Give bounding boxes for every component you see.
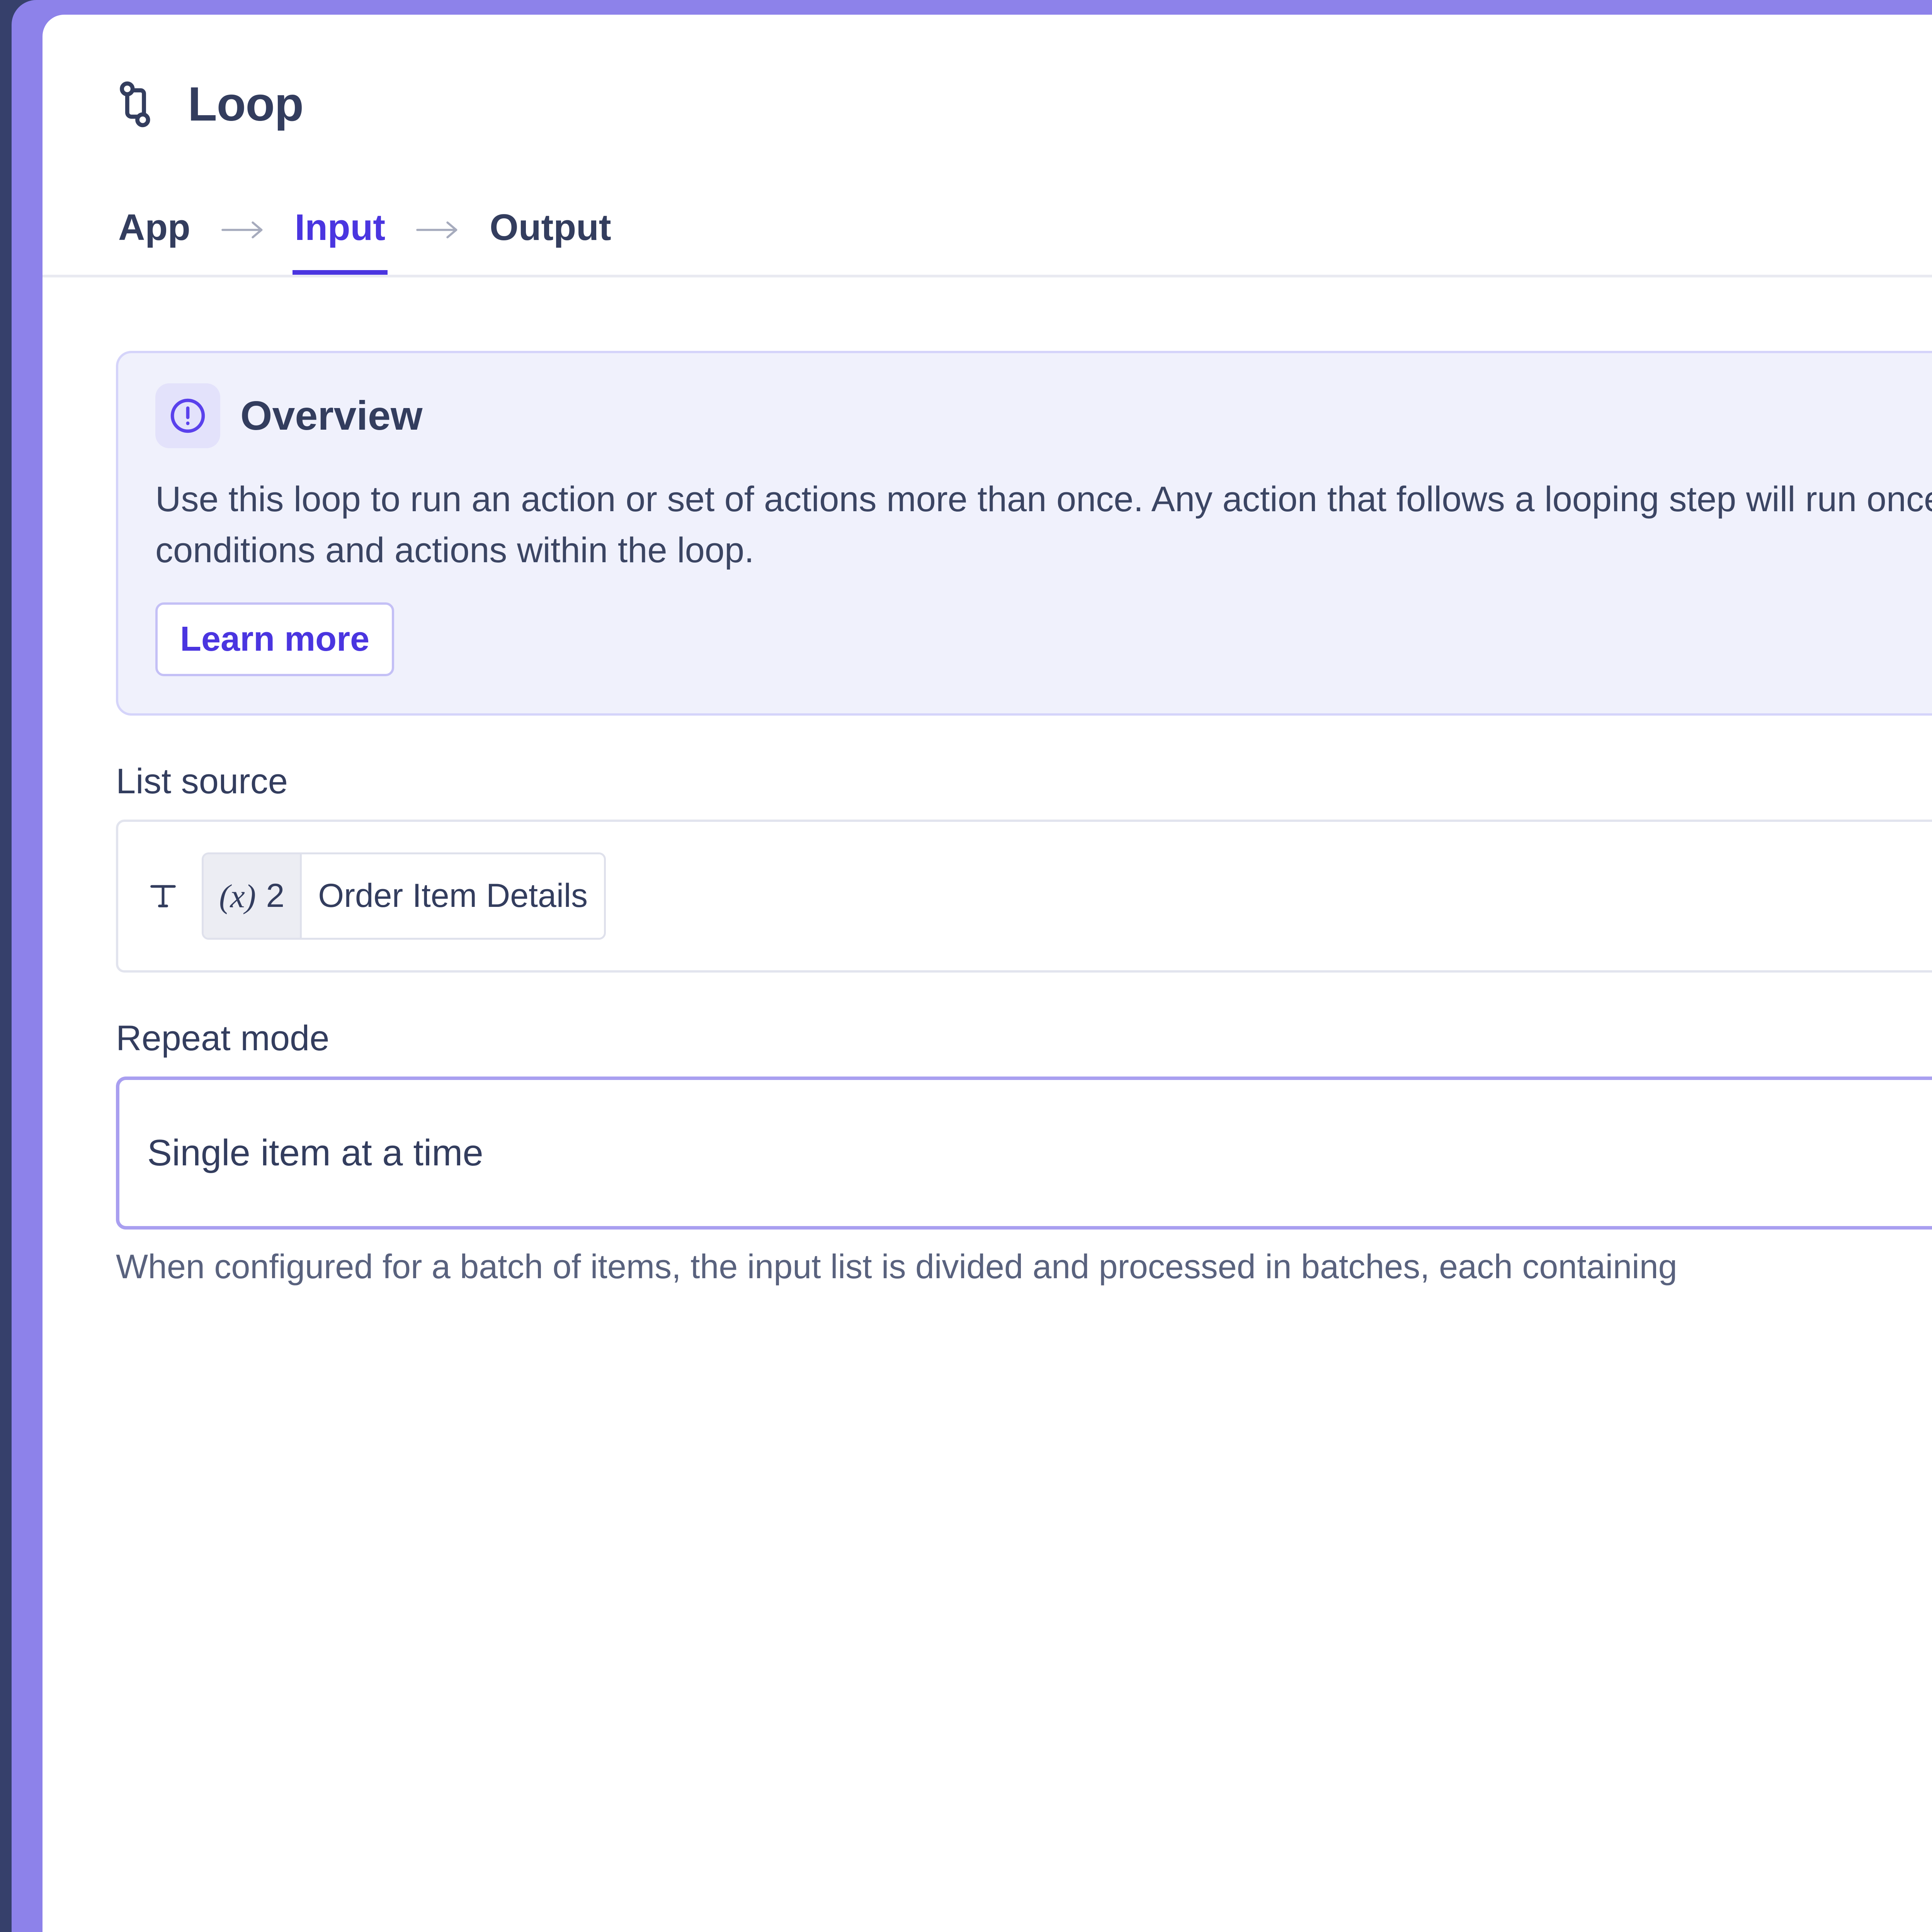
repeat-mode-select[interactable]: Single item at a time bbox=[116, 1076, 1932, 1230]
page-title: Loop bbox=[188, 78, 304, 131]
tab-app[interactable]: App bbox=[118, 206, 190, 248]
overview-title: Overview bbox=[240, 393, 423, 439]
repeat-mode-helper-text: When configured for a batch of items, th… bbox=[116, 1247, 1677, 1286]
text-type-icon bbox=[146, 879, 180, 913]
repeat-mode-label: Repeat mode bbox=[116, 1018, 330, 1058]
tab-output[interactable]: Output bbox=[490, 206, 611, 248]
alert-circle-icon bbox=[155, 383, 220, 448]
arrow-right-icon bbox=[193, 185, 293, 275]
repeat-mode-selected-value: Single item at a time bbox=[147, 1132, 483, 1173]
list-source-input[interactable]: (x) 2 Order Item Details bbox=[116, 819, 1932, 973]
learn-more-button[interactable]: Learn more bbox=[155, 602, 395, 676]
overview-body-text: Use this loop to run an action or set of… bbox=[155, 480, 1932, 570]
variable-token[interactable]: (x) 2 Order Item Details bbox=[202, 852, 606, 940]
variable-index: 2 bbox=[266, 877, 285, 915]
overview-header: Overview bbox=[155, 383, 1932, 448]
tab-input[interactable]: Input bbox=[292, 185, 388, 275]
list-source-label: List source bbox=[116, 761, 288, 801]
modal-body: Overview Use this loop to run an action … bbox=[43, 351, 1932, 1291]
overview-panel: Overview Use this loop to run an action … bbox=[116, 351, 1932, 716]
arrow-right-icon-2 bbox=[388, 185, 487, 275]
tab-bar: App Input Output bbox=[43, 185, 1932, 277]
modal-header: Loop bbox=[43, 15, 1932, 185]
variable-token-prefix: (x) 2 bbox=[204, 854, 302, 938]
variable-glyph: (x) bbox=[219, 877, 256, 915]
loop-icon bbox=[116, 80, 165, 129]
variable-token-name: Order Item Details bbox=[302, 854, 604, 938]
title-row: Loop bbox=[116, 78, 304, 131]
loop-configuration-modal: Loop App Input bbox=[43, 15, 1932, 1932]
